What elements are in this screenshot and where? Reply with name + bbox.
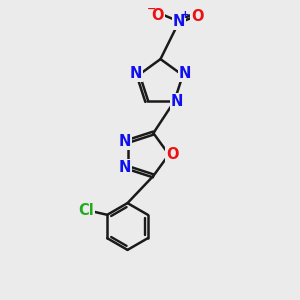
Text: N: N xyxy=(179,66,191,81)
Text: O: O xyxy=(166,147,179,162)
Text: O: O xyxy=(151,8,164,22)
Text: +: + xyxy=(181,10,190,20)
Text: N: N xyxy=(119,160,131,175)
Text: −: − xyxy=(147,4,156,14)
Text: Cl: Cl xyxy=(78,203,94,218)
Text: N: N xyxy=(171,94,183,109)
Text: N: N xyxy=(130,66,142,81)
Text: N: N xyxy=(119,134,131,149)
Text: N: N xyxy=(173,14,185,29)
Text: O: O xyxy=(191,9,204,24)
